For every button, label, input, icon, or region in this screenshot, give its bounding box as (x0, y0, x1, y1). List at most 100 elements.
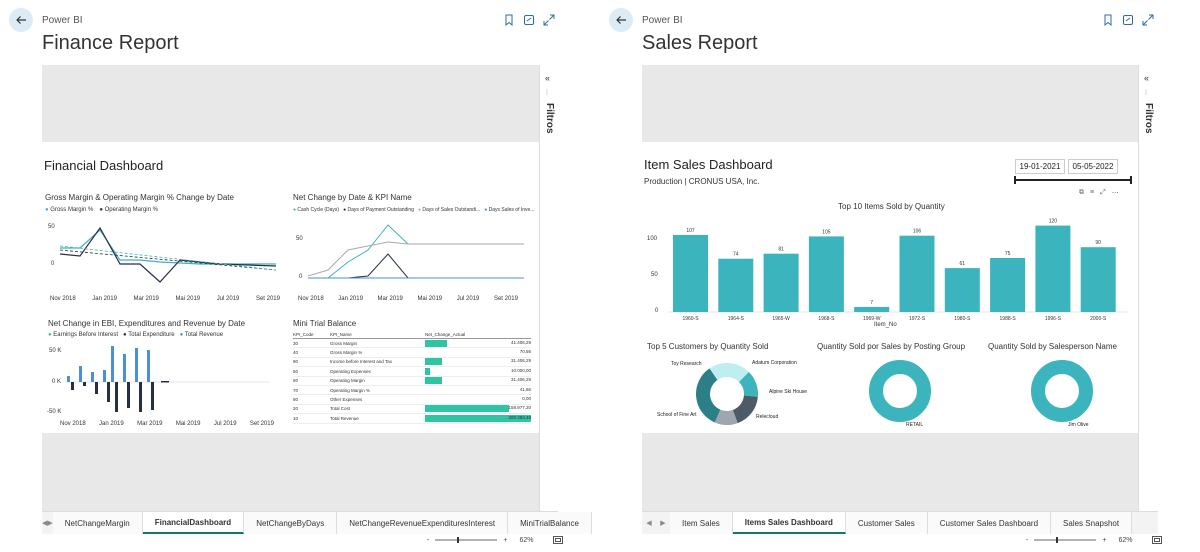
tab-netchangemargin[interactable]: NetChangeMargin (52, 512, 143, 534)
zoom-slider[interactable] (1034, 536, 1097, 544)
donut-slice[interactable] (709, 363, 749, 383)
collapse-icon[interactable]: « (1144, 73, 1150, 83)
tab-financialdashboard[interactable]: FinancialDashboard (142, 512, 245, 534)
fit-page-icon[interactable] (553, 536, 564, 544)
zoom-out-button[interactable]: - (427, 536, 430, 544)
table-cell: 50 (293, 368, 299, 374)
zoom-out-button[interactable]: - (1026, 536, 1029, 544)
data-label: 81 (778, 247, 784, 253)
expand-icon[interactable] (543, 14, 555, 26)
donut-slice[interactable] (738, 372, 758, 397)
tab-customer-sales-dashboard[interactable]: Customer Sales Dashboard (927, 512, 1052, 534)
bar[interactable] (990, 258, 1026, 312)
bar[interactable] (1035, 225, 1071, 312)
chart-title: Gross Margin & Operating Margin % Change… (45, 193, 234, 202)
copy-icon[interactable]: ⧉ (1079, 189, 1084, 196)
table-cell: 90 (293, 359, 299, 365)
tab-items-sales-dashboard[interactable]: Items Sales Dashboard (732, 512, 846, 534)
date-from-input[interactable]: 19-01-2021 (1015, 159, 1065, 174)
expand-icon[interactable] (1142, 14, 1154, 26)
donut-label: Alpine Ski House (769, 389, 808, 395)
back-button[interactable] (9, 8, 33, 32)
bar[interactable] (854, 306, 890, 312)
donut-slice[interactable] (696, 368, 721, 423)
x-tick-label: 1968-S (818, 316, 835, 322)
fit-page-icon[interactable] (1152, 536, 1163, 544)
y-tick: 100 (647, 236, 658, 242)
table-row: 80 Other Expenses 0,00 (293, 395, 531, 405)
chart-legend: ● Earnings Before Interest ● Total Expen… (48, 332, 224, 338)
bar[interactable] (1080, 247, 1116, 312)
table-row: 40 Gross Margin % 70,56 (293, 348, 531, 358)
table-cell: 10 (293, 415, 299, 421)
date-range-slider[interactable] (1013, 176, 1133, 184)
back-button[interactable] (609, 8, 633, 32)
donut-label: Adatum Corporation (752, 360, 797, 366)
donut-slice[interactable] (714, 409, 738, 425)
filters-pane[interactable]: « ⫶ Filtros (539, 65, 558, 511)
donut-label: RETAIL (906, 422, 924, 428)
page-tabs: ◀ ▶ Item Sales Items Sales Dashboard Custo… (642, 511, 1158, 534)
data-bar (425, 367, 431, 375)
zoom-slider[interactable] (435, 536, 498, 544)
tab-next-button[interactable]: ▶ (660, 520, 666, 527)
dashboard-subtitle: Production | CRONUS USA, Inc. (644, 177, 760, 186)
x-tick-label: 1972-S (909, 316, 926, 322)
tab-netchangebydays[interactable]: NetChangeByDays (244, 512, 338, 534)
bar[interactable] (718, 258, 754, 312)
bookmark-icon[interactable] (1102, 14, 1114, 26)
zoom-in-button[interactable]: + (1102, 536, 1107, 544)
y-tick: 50 (651, 272, 658, 278)
chart-title: Top 5 Customers by Quantity Sold (647, 342, 769, 351)
x-tick-label: 1960-S (682, 316, 699, 322)
collapse-icon[interactable]: « (545, 73, 551, 83)
filters-label: Filtros (544, 103, 555, 134)
filters-pane[interactable]: « ⫶ Filtros (1138, 65, 1158, 511)
share-icon[interactable] (523, 14, 535, 26)
bar[interactable] (763, 253, 799, 312)
bar[interactable] (944, 268, 980, 312)
visual-header: ⧉ ≡ ⤢ ⋯ (1079, 189, 1119, 197)
tab-netchangerevenueexpendituresinterest[interactable]: NetChangeRevenueExpendituresInterest (337, 512, 509, 534)
table-header: KPI_Code (293, 332, 314, 337)
filter-icon: ⫶ (1145, 90, 1147, 97)
tab-prev-button[interactable]: ◀ (646, 520, 652, 527)
table-cell: Gross Margin % (330, 350, 363, 356)
filter-icon[interactable]: ≡ (1090, 189, 1095, 196)
table-row: 50 Operating Expenses 10.000,00 (293, 367, 531, 377)
share-icon[interactable] (1122, 14, 1134, 26)
focus-mode-icon[interactable]: ⤢ (1100, 189, 1106, 196)
table-cell: Operating Margin % (330, 387, 371, 393)
table-cell: 30 (293, 340, 299, 346)
page-tabs: ◀ ▶ NetChangeMargin FinancialDashboard Net… (42, 511, 592, 534)
mini-trial-balance-table: KPI_Code KPI_Name Net_Change_Actual 30 Gr… (293, 331, 531, 424)
filters-label: Filtros (1143, 103, 1154, 134)
bar[interactable] (673, 234, 708, 312)
x-axis-ticks: Nov 2018 Jan 2019 Mar 2019 Mai 2019 Jul 2019… (60, 421, 274, 427)
zoom-in-button[interactable]: + (503, 536, 508, 544)
zoom-bar: - + 62% (427, 536, 564, 544)
tab-item-sales[interactable]: Item Sales (670, 512, 733, 534)
table-cell: Total Revenue (330, 415, 359, 421)
tab-next-button[interactable]: ▶ (47, 520, 53, 527)
x-axis-ticks: Nov 2018 Jan 2019 Mar 2019 Mai 2019 Jul 2019… (50, 296, 280, 302)
tab-prev-button[interactable]: ◀ (42, 520, 48, 527)
tab-sales-snapshot[interactable]: Sales Snapshot (1051, 512, 1133, 534)
y-tick: 0 (655, 308, 659, 314)
more-options-icon[interactable]: ⋯ (1111, 190, 1119, 197)
date-to-input[interactable]: 05-05-2022 (1068, 159, 1118, 174)
bar[interactable] (808, 236, 844, 312)
bar[interactable] (899, 235, 935, 312)
donut-slice[interactable] (732, 395, 758, 424)
table-cell: Income before Interest and Tax (330, 359, 392, 365)
y-tick: 0 (51, 261, 55, 267)
donut-label: Toy Research (671, 361, 702, 367)
data-bar (425, 339, 447, 347)
x-tick-label: 1965-W (772, 316, 790, 322)
tab-minitrialbalance[interactable]: MiniTrialBalance (508, 512, 592, 534)
tab-customer-sales[interactable]: Customer Sales (845, 512, 928, 534)
zoom-level: 62% (519, 536, 534, 544)
data-bar (425, 405, 510, 413)
data-label: 61 (960, 261, 966, 267)
bookmark-icon[interactable] (503, 14, 515, 26)
